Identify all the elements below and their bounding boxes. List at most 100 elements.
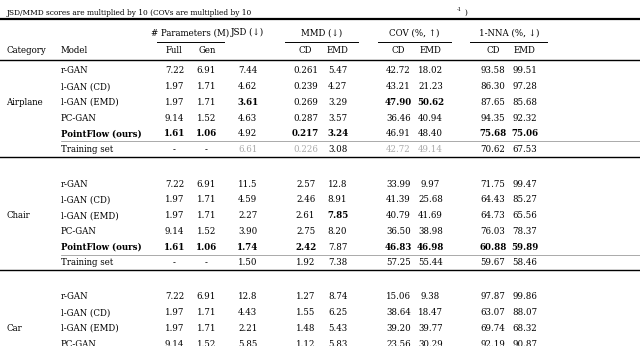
Text: 99.86: 99.86 bbox=[513, 292, 537, 301]
Text: 1.52: 1.52 bbox=[196, 227, 216, 236]
Text: 7.22: 7.22 bbox=[164, 66, 184, 75]
Text: 1.97: 1.97 bbox=[164, 82, 184, 91]
Text: l-GAN (CD): l-GAN (CD) bbox=[61, 308, 110, 317]
Text: 5.83: 5.83 bbox=[328, 339, 348, 346]
Text: 1.71: 1.71 bbox=[196, 308, 216, 317]
Text: 1.06: 1.06 bbox=[196, 129, 217, 138]
Text: 42.72: 42.72 bbox=[386, 66, 411, 75]
Text: 30.29: 30.29 bbox=[418, 339, 443, 346]
Text: 5.47: 5.47 bbox=[328, 66, 348, 75]
Text: 90.87: 90.87 bbox=[512, 339, 538, 346]
Text: 40.94: 40.94 bbox=[418, 113, 443, 123]
Text: 41.39: 41.39 bbox=[386, 195, 411, 204]
Text: 76.03: 76.03 bbox=[481, 227, 505, 236]
Text: ): ) bbox=[465, 9, 467, 17]
Text: 0.287: 0.287 bbox=[293, 113, 318, 123]
Text: 6.61: 6.61 bbox=[238, 145, 257, 154]
Text: 6.91: 6.91 bbox=[196, 66, 216, 75]
Text: 3.57: 3.57 bbox=[328, 113, 347, 123]
Text: 36.50: 36.50 bbox=[386, 227, 411, 236]
Text: 1.97: 1.97 bbox=[164, 98, 184, 107]
Text: 49.14: 49.14 bbox=[418, 145, 443, 154]
Text: PC-GAN: PC-GAN bbox=[61, 339, 97, 346]
Text: 4.27: 4.27 bbox=[328, 82, 348, 91]
Text: l-GAN (CD): l-GAN (CD) bbox=[61, 82, 110, 91]
Text: 42.72: 42.72 bbox=[386, 145, 411, 154]
Text: 93.58: 93.58 bbox=[481, 66, 505, 75]
Text: 1.97: 1.97 bbox=[164, 324, 184, 333]
Text: Full: Full bbox=[165, 46, 182, 55]
Text: 41.69: 41.69 bbox=[418, 211, 443, 220]
Text: PC-GAN: PC-GAN bbox=[61, 113, 97, 123]
Text: 11.5: 11.5 bbox=[238, 180, 257, 189]
Text: 1.12: 1.12 bbox=[296, 339, 316, 346]
Text: 7.85: 7.85 bbox=[327, 211, 348, 220]
Text: 71.75: 71.75 bbox=[481, 180, 505, 189]
Text: 60.88: 60.88 bbox=[479, 243, 506, 252]
Text: 2.27: 2.27 bbox=[238, 211, 257, 220]
Text: CD: CD bbox=[392, 46, 405, 55]
Text: 1.50: 1.50 bbox=[238, 258, 257, 267]
Text: 1.71: 1.71 bbox=[196, 324, 216, 333]
Text: -: - bbox=[205, 145, 208, 154]
Text: EMD: EMD bbox=[419, 46, 442, 55]
Text: 1-NNA (%, ↓): 1-NNA (%, ↓) bbox=[479, 28, 539, 37]
Text: 0.217: 0.217 bbox=[292, 129, 319, 138]
Text: 5.85: 5.85 bbox=[238, 339, 257, 346]
Text: 46.91: 46.91 bbox=[386, 129, 411, 138]
Text: 12.8: 12.8 bbox=[238, 292, 257, 301]
Text: EMD: EMD bbox=[514, 46, 536, 55]
Text: 0.269: 0.269 bbox=[293, 98, 318, 107]
Text: # Parameters (M): # Parameters (M) bbox=[151, 28, 230, 37]
Text: 59.89: 59.89 bbox=[511, 243, 538, 252]
Text: 1.27: 1.27 bbox=[296, 292, 316, 301]
Text: 3.29: 3.29 bbox=[328, 98, 347, 107]
Text: 59.67: 59.67 bbox=[481, 258, 505, 267]
Text: CD: CD bbox=[299, 46, 312, 55]
Text: 3.24: 3.24 bbox=[327, 129, 348, 138]
Text: 9.14: 9.14 bbox=[164, 227, 184, 236]
Text: 9.97: 9.97 bbox=[420, 180, 440, 189]
Text: 3.08: 3.08 bbox=[328, 145, 348, 154]
Text: 4.59: 4.59 bbox=[238, 195, 257, 204]
Text: 3.61: 3.61 bbox=[237, 98, 259, 107]
Text: 1.61: 1.61 bbox=[164, 129, 185, 138]
Text: 8.20: 8.20 bbox=[328, 227, 348, 236]
Text: 86.30: 86.30 bbox=[481, 82, 505, 91]
Text: 67.53: 67.53 bbox=[513, 145, 537, 154]
Text: 63.07: 63.07 bbox=[481, 308, 505, 317]
Text: 68.32: 68.32 bbox=[513, 324, 537, 333]
Text: -: - bbox=[173, 258, 176, 267]
Text: 40.79: 40.79 bbox=[386, 211, 411, 220]
Text: 12.8: 12.8 bbox=[328, 180, 348, 189]
Text: 2.46: 2.46 bbox=[296, 195, 316, 204]
Text: 1.71: 1.71 bbox=[196, 195, 216, 204]
Text: Model: Model bbox=[61, 46, 88, 55]
Text: 0.226: 0.226 bbox=[293, 145, 318, 154]
Text: Category: Category bbox=[6, 46, 46, 55]
Text: 1.55: 1.55 bbox=[296, 308, 316, 317]
Text: 70.62: 70.62 bbox=[481, 145, 505, 154]
Text: 99.51: 99.51 bbox=[513, 66, 537, 75]
Text: 99.47: 99.47 bbox=[513, 180, 537, 189]
Text: 57.25: 57.25 bbox=[386, 258, 411, 267]
Text: 18.02: 18.02 bbox=[418, 66, 443, 75]
Text: 1.52: 1.52 bbox=[196, 113, 216, 123]
Text: 2.42: 2.42 bbox=[295, 243, 316, 252]
Text: 3.90: 3.90 bbox=[238, 227, 257, 236]
Text: 1.97: 1.97 bbox=[164, 195, 184, 204]
Text: COV (%, ↑): COV (%, ↑) bbox=[389, 28, 440, 37]
Text: 1.71: 1.71 bbox=[196, 82, 216, 91]
Text: Gen: Gen bbox=[198, 46, 216, 55]
Text: 88.07: 88.07 bbox=[512, 308, 538, 317]
Text: 33.99: 33.99 bbox=[386, 180, 411, 189]
Text: 9.14: 9.14 bbox=[164, 113, 184, 123]
Text: 39.77: 39.77 bbox=[418, 324, 443, 333]
Text: 1.52: 1.52 bbox=[196, 339, 216, 346]
Text: 50.62: 50.62 bbox=[417, 98, 444, 107]
Text: 23.56: 23.56 bbox=[386, 339, 411, 346]
Text: 4.63: 4.63 bbox=[238, 113, 257, 123]
Text: 97.28: 97.28 bbox=[513, 82, 537, 91]
Text: 6.91: 6.91 bbox=[196, 180, 216, 189]
Text: 7.87: 7.87 bbox=[328, 243, 348, 252]
